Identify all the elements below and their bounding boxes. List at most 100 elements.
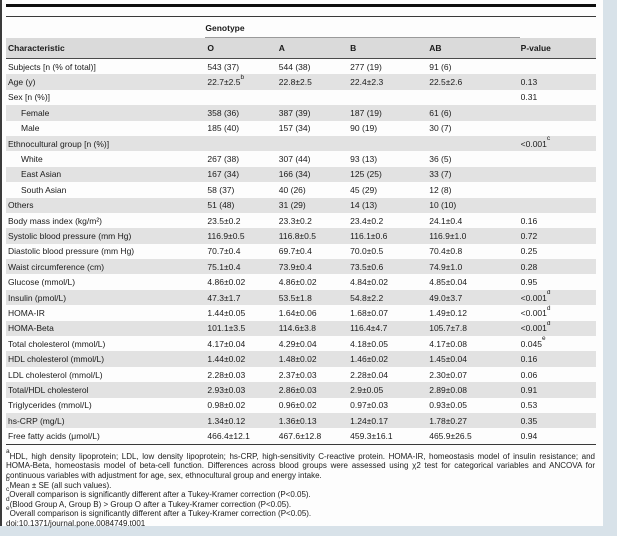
col-header-genotype-b: B	[348, 38, 428, 59]
cell-p-value	[518, 105, 596, 121]
cell-p-value: 0.53	[520, 400, 538, 411]
cell-value: 1.78±0.27	[427, 412, 519, 429]
row-label: Free fatty acids (μmol/L)	[6, 428, 206, 445]
cell-value: 185 (40)	[207, 123, 240, 134]
table-header-row: Characteristic O A B AB P-value	[6, 38, 596, 59]
cell-value: 22.8±2.5	[276, 74, 349, 90]
cell-p-value: 0.28	[518, 259, 596, 275]
cell-value: 2.89±0.08	[427, 382, 519, 398]
table-row: Subjects [n (% of total)] 543 (37) 544 (38…	[6, 59, 596, 75]
cell-value	[205, 135, 277, 152]
cell-p-value	[519, 121, 596, 136]
cell-value: 277 (19)	[350, 61, 382, 72]
cell-value: 4.84±0.02	[350, 277, 388, 288]
cell-value: 23.4±0.2	[350, 215, 384, 226]
cell-value: 116.8±0.5	[276, 228, 349, 244]
cell-value: 54.8±2.2	[348, 289, 428, 306]
cell-p-value: 0.72	[518, 228, 596, 244]
cell-value: 70.4±0.8	[429, 246, 463, 257]
row-label: Sex [n (%)]	[8, 92, 51, 103]
row-label: HOMA-Beta	[6, 320, 206, 337]
table-row: Waist circumference (cm) 75.1±0.4 73.9±0.4…	[6, 259, 596, 275]
cell-value: 1.24±0.17	[348, 412, 428, 429]
cell-value: 1.49±0.12	[429, 307, 467, 318]
cell-value: 1.34±0.12	[205, 412, 277, 429]
table-row: Male 185 (40) 157 (34) 90 (19) 30 (7)	[6, 121, 596, 136]
cell-p-value: 0.13	[518, 74, 596, 90]
cell-value: 307 (44)	[278, 154, 311, 165]
cell-value: 2.9±0.05	[348, 382, 428, 398]
cell-value: 0.96±0.02	[278, 400, 317, 411]
cell-value: 4.85±0.04	[429, 277, 467, 288]
row-label: LDL cholesterol (mmol/L)	[8, 369, 103, 380]
cell-value: 0.97±0.03	[350, 400, 388, 411]
row-label: Others	[6, 197, 206, 213]
row-label: HOMA-IR	[8, 307, 45, 318]
cell-value	[427, 135, 519, 152]
row-label: Waist circumference (cm)	[6, 259, 206, 275]
row-label: Male	[21, 123, 40, 134]
cell-value: 101.1±3.5	[205, 320, 277, 337]
cell-value: 2.28±0.04	[350, 369, 388, 380]
cell-value: 58 (37)	[207, 184, 235, 195]
cell-p-value: 0.91	[518, 382, 596, 398]
table-row: East Asian 167 (34) 166 (34) 125 (25) 33 (7)	[6, 166, 596, 183]
cell-value: 1.44±0.05	[207, 307, 246, 318]
table-row: Systolic blood pressure (mm Hg) 116.9±0.5…	[6, 228, 596, 244]
table-row: South Asian 58 (37) 40 (26) 45 (29) 12 (8)	[6, 182, 596, 197]
row-label: Subjects [n (% of total)]	[8, 61, 96, 72]
col-header-genotype-a: A	[276, 38, 349, 59]
cell-value: 1.45±0.04	[427, 351, 519, 367]
row-label: Systolic blood pressure (mm Hg)	[6, 228, 206, 244]
cell-p-value	[519, 151, 596, 166]
col-header-genotype-ab: AB	[427, 38, 519, 59]
cell-value: 125 (25)	[348, 166, 428, 183]
table-row: Total/HDL cholesterol 2.93±0.03 2.86±0.03 2…	[6, 382, 596, 398]
table-row: Female 358 (36) 387 (39) 187 (19) 61 (6)	[6, 105, 596, 121]
cell-value: 116.9±1.0	[427, 228, 519, 244]
row-label: Insulin (pmol/L)	[6, 289, 206, 306]
cell-value: 116.1±0.6	[348, 228, 428, 244]
cell-value	[348, 90, 427, 105]
cell-value: 105.7±7.8	[427, 320, 519, 337]
table-row: Insulin (pmol/L) 47.3±1.7 53.5±1.8 54.8±2.2…	[6, 289, 596, 306]
cell-value: 73.9±0.4	[276, 259, 349, 275]
table-row: Age (y) 22.7±2.5b 22.8±2.5 22.4±2.3 22.5±2.6…	[6, 74, 596, 90]
cell-value	[427, 90, 518, 105]
cell-value: 14 (13)	[348, 197, 428, 213]
table-row: Glucose (mmol/L) 4.86±0.02 4.86±0.02 4.84±0…	[6, 274, 596, 289]
cell-value: 544 (38)	[278, 61, 311, 72]
cell-p-value: <0.001d	[518, 320, 596, 337]
table-row: HDL cholesterol (mmol/L) 1.44±0.02 1.48±0.…	[6, 351, 596, 367]
cell-value: 33 (7)	[427, 166, 519, 183]
cell-value: 61 (6)	[427, 105, 519, 121]
cell-value: 22.7±2.5b	[205, 74, 277, 90]
row-label: Female	[6, 105, 206, 121]
footnotes: aHDL, high density lipoprotein; LDL, low…	[6, 448, 596, 519]
cell-value	[348, 135, 428, 152]
cell-p-value: 0.16	[518, 351, 596, 367]
cell-value: 23.5±0.2	[207, 215, 241, 226]
footnote: eOverall comparison is significantly dif…	[6, 505, 312, 519]
cell-value: 73.5±0.6	[348, 259, 428, 275]
row-label: HDL cholesterol (mmol/L)	[6, 351, 206, 367]
cell-p-value	[518, 166, 596, 183]
cell-value: 2.28±0.03	[207, 369, 246, 380]
cell-value: 465.9±26.5	[427, 428, 519, 445]
cell-value: 69.7±0.4	[278, 246, 312, 257]
cell-p-value: 0.045e	[520, 336, 546, 349]
cell-value: 1.36±0.13	[276, 412, 349, 429]
row-label: White	[21, 154, 43, 165]
cell-value: 166 (34)	[276, 166, 349, 183]
cell-value: 2.93±0.03	[205, 382, 277, 398]
cell-value: 30 (7)	[429, 123, 452, 134]
cell-value: 22.4±2.3	[348, 74, 428, 90]
table-upper-rule	[6, 16, 596, 17]
table-row: hs-CRP (mg/L) 1.34±0.12 1.36±0.13 1.24±0.17…	[6, 412, 596, 429]
cell-value: 4.17±0.08	[429, 338, 467, 349]
cell-value: 74.9±1.0	[427, 259, 519, 275]
cell-value: 23.3±0.2	[278, 215, 312, 226]
cell-value: 459.3±16.1	[348, 428, 428, 445]
doi-line: doi:10.1371/journal.pone.0084749.t001	[6, 518, 146, 528]
row-label: Glucose (mmol/L)	[8, 277, 76, 288]
